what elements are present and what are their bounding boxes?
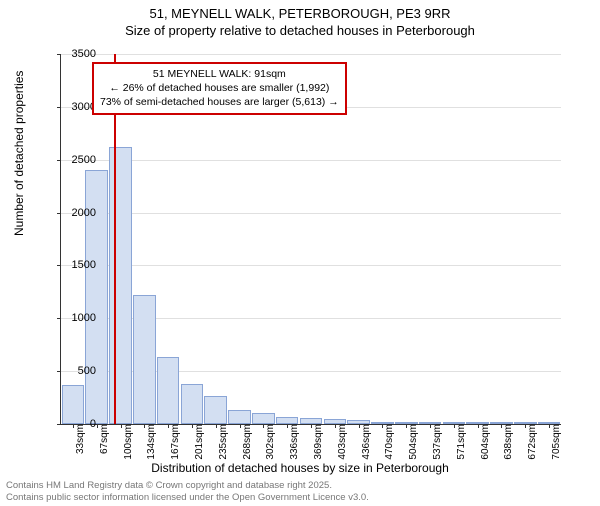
footer-credits: Contains HM Land Registry data © Crown c… xyxy=(6,480,369,504)
xtick-mark xyxy=(430,424,431,428)
xtick-label: 504sqm xyxy=(409,424,419,464)
grid-line xyxy=(61,213,561,214)
xtick-mark xyxy=(549,424,550,428)
histogram-bar xyxy=(276,417,299,424)
xtick-label: 67sqm xyxy=(100,424,110,464)
ytick-label: 2500 xyxy=(56,154,96,166)
title-line1: 51, MEYNELL WALK, PETERBOROUGH, PE3 9RR xyxy=(0,6,600,21)
xtick-mark xyxy=(216,424,217,428)
xtick-label: 302sqm xyxy=(266,424,276,464)
annotation-line3: 73% of semi-detached houses are larger (… xyxy=(100,95,339,109)
xtick-label: 604sqm xyxy=(481,424,491,464)
footer-line1: Contains HM Land Registry data © Crown c… xyxy=(6,480,369,492)
xtick-mark xyxy=(192,424,193,428)
y-axis-label: Number of detached properties xyxy=(12,71,26,236)
annotation-line2: ← 26% of detached houses are smaller (1,… xyxy=(100,81,339,95)
xtick-mark xyxy=(168,424,169,428)
annotation-line1: 51 MEYNELL WALK: 91sqm xyxy=(100,67,339,81)
xtick-label: 705sqm xyxy=(552,424,562,464)
ytick-label: 2000 xyxy=(56,207,96,219)
xtick-mark xyxy=(311,424,312,428)
xtick-label: 100sqm xyxy=(124,424,134,464)
grid-line xyxy=(61,54,561,55)
xtick-label: 201sqm xyxy=(195,424,205,464)
histogram-bar xyxy=(181,384,204,424)
ytick-label: 1500 xyxy=(56,259,96,271)
xtick-mark xyxy=(240,424,241,428)
footer-line2: Contains public sector information licen… xyxy=(6,492,369,504)
xtick-label: 638sqm xyxy=(504,424,514,464)
ytick-label: 3000 xyxy=(56,101,96,113)
ytick-label: 500 xyxy=(56,365,96,377)
grid-line xyxy=(61,265,561,266)
ytick-label: 1000 xyxy=(56,312,96,324)
xtick-mark xyxy=(335,424,336,428)
xtick-label: 436sqm xyxy=(362,424,372,464)
xtick-mark xyxy=(478,424,479,428)
histogram-bar xyxy=(228,410,251,424)
histogram-bar xyxy=(204,396,227,424)
xtick-label: 571sqm xyxy=(457,424,467,464)
grid-line xyxy=(61,160,561,161)
xtick-mark xyxy=(359,424,360,428)
xtick-label: 672sqm xyxy=(528,424,538,464)
xtick-mark xyxy=(454,424,455,428)
xtick-mark xyxy=(97,424,98,428)
histogram-bar xyxy=(157,357,180,424)
xtick-label: 537sqm xyxy=(433,424,443,464)
histogram-bar xyxy=(133,295,156,424)
ytick-label: 3500 xyxy=(56,48,96,60)
xtick-label: 167sqm xyxy=(171,424,181,464)
xtick-label: 470sqm xyxy=(385,424,395,464)
xtick-label: 33sqm xyxy=(76,424,86,464)
annotation-box: 51 MEYNELL WALK: 91sqm← 26% of detached … xyxy=(92,62,347,115)
histogram-bar xyxy=(109,147,132,424)
xtick-label: 336sqm xyxy=(290,424,300,464)
title-line2: Size of property relative to detached ho… xyxy=(0,23,600,38)
xtick-label: 134sqm xyxy=(147,424,157,464)
xtick-label: 369sqm xyxy=(314,424,324,464)
xtick-label: 235sqm xyxy=(219,424,229,464)
xtick-label: 403sqm xyxy=(338,424,348,464)
histogram-bar xyxy=(252,413,275,424)
xtick-label: 268sqm xyxy=(243,424,253,464)
xtick-mark xyxy=(121,424,122,428)
